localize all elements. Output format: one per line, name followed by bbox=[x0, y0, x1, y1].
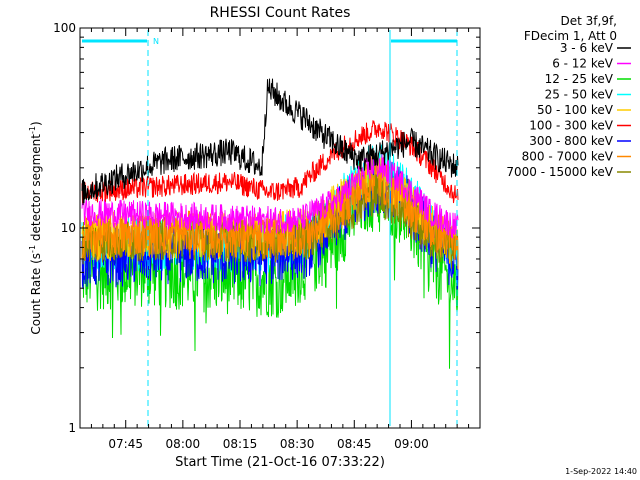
y-axis-label-mid: detector segment bbox=[29, 134, 43, 245]
y-axis-label: Count Rate (s-1 detector segment-1) bbox=[28, 121, 43, 334]
legend-header-line-2: FDecim 1, Att 0 bbox=[524, 29, 617, 43]
legend-label-5: 100 - 300 keV bbox=[529, 119, 613, 133]
y-axis-label-sup1: -1 bbox=[28, 245, 37, 253]
series-line-100-300-kev bbox=[81, 120, 459, 204]
y-tick-label-100: 100 bbox=[53, 21, 76, 35]
x-tick-label-0845: 08:45 bbox=[337, 437, 372, 451]
y-tick-label-10: 10 bbox=[61, 221, 76, 235]
x-tick-label-0815: 08:15 bbox=[223, 437, 258, 451]
y-tick-label-1: 1 bbox=[68, 421, 76, 435]
x-tick-label-0800: 08:00 bbox=[166, 437, 201, 451]
y-axis-label-sup2: -1 bbox=[28, 126, 37, 134]
x-tick-label-0745: 07:45 bbox=[108, 437, 143, 451]
legend-label-0: 3 - 6 keV bbox=[560, 41, 614, 55]
series-line-6-12-kev bbox=[81, 152, 459, 239]
legend-label-7: 800 - 7000 keV bbox=[522, 150, 614, 164]
x-tick-label-0900: 09:00 bbox=[394, 437, 429, 451]
footer-date: 1-Sep-2022 14:40 bbox=[565, 467, 637, 476]
legend: Det 3f,9f, FDecim 1, Att 0 3 - 6 keV 6 - … bbox=[506, 14, 631, 179]
legend-label-2: 12 - 25 keV bbox=[545, 72, 614, 86]
x-tick-label-0830: 08:30 bbox=[280, 437, 315, 451]
legend-label-3: 25 - 50 keV bbox=[545, 88, 614, 102]
x-axis-label: Start Time (21-Oct-16 07:33:22) bbox=[175, 455, 385, 470]
series-layer bbox=[81, 78, 459, 369]
y-axis-label-main: Count Rate (s bbox=[29, 253, 43, 335]
legend-header-line-1: Det 3f,9f, bbox=[561, 14, 618, 28]
chart-title: RHESSI Count Rates bbox=[210, 5, 351, 21]
series-line-3-6-kev bbox=[81, 78, 459, 206]
axis-layer: 07:45 08:00 08:15 08:30 08:45 09:00 1 10 100 bbox=[53, 21, 480, 451]
night-label: N bbox=[153, 37, 159, 46]
legend-label-1: 6 - 12 keV bbox=[552, 57, 614, 71]
annotation-layer: N bbox=[82, 30, 458, 426]
legend-label-8: 7000 - 15000 keV bbox=[506, 165, 613, 179]
legend-label-6: 300 - 800 keV bbox=[529, 134, 613, 148]
y-axis-label-end: ) bbox=[29, 121, 43, 126]
series-line-800-7000-kev bbox=[81, 159, 459, 270]
legend-label-4: 50 - 100 keV bbox=[537, 103, 614, 117]
